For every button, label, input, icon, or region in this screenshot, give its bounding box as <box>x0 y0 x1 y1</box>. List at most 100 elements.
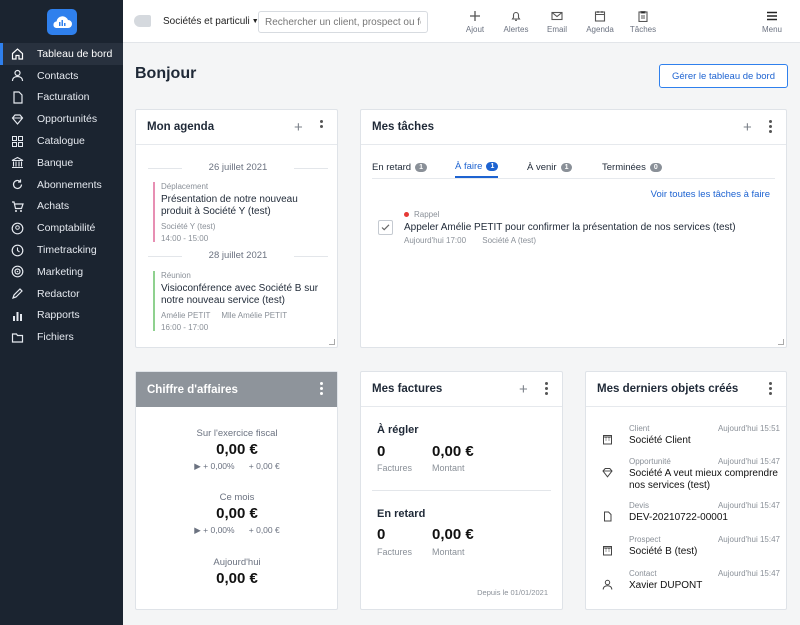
object-time: Aujourd'hui 15:47 <box>717 569 780 578</box>
tab-label: Terminées <box>602 162 646 173</box>
object-name: Société B (test) <box>629 546 698 557</box>
event-time: 16:00 - 17:00 <box>161 323 209 332</box>
sidebar-item-label: Abonnements <box>37 178 102 191</box>
sidebar-toggle[interactable] <box>134 15 151 27</box>
tab-label: À venir <box>527 162 557 173</box>
sidebar-item-opportunities[interactable]: Opportunités <box>0 108 123 130</box>
invoices-amount[interactable]: 0,00 € <box>432 526 474 543</box>
sidebar-item-label: Contacts <box>37 69 79 82</box>
sidebar-item-contacts[interactable]: Contacts <box>0 65 123 87</box>
sidebar-item-label: Opportunités <box>37 113 98 126</box>
revenue-title: Chiffre d'affaires <box>147 383 238 396</box>
event-time: 14:00 - 15:00 <box>161 234 209 243</box>
invoices-count[interactable]: 0 <box>377 443 386 460</box>
menu-button[interactable]: Menu <box>751 10 793 34</box>
add-event-icon[interactable]: + <box>294 119 303 136</box>
sidebar-item-accounting[interactable]: Comptabilité <box>0 217 123 239</box>
event-people: Amélie PETIT Mlle Amélie PETIT <box>161 311 288 320</box>
sidebar-item-label: Timetracking <box>37 244 97 257</box>
sidebar-item-reports[interactable]: Rapports <box>0 305 123 327</box>
search-input[interactable] <box>258 11 428 33</box>
clock-icon <box>10 243 24 257</box>
diamond-icon <box>10 112 24 126</box>
more-options-icon[interactable] <box>320 382 324 397</box>
agenda-label: Agenda <box>586 25 614 34</box>
agenda-event[interactable]: Réunion Visioconférence avec Société B s… <box>153 271 328 332</box>
alerts-button[interactable]: Alertes <box>495 10 537 34</box>
clipboard-icon <box>638 11 648 22</box>
object-name: Société A veut mieux comprendre nos serv… <box>629 468 778 491</box>
object-type: Opportunité <box>629 457 671 466</box>
more-options-icon[interactable] <box>769 382 773 397</box>
tasks-button[interactable]: Tâches <box>622 10 664 34</box>
folder-icon <box>10 330 24 344</box>
email-button[interactable]: Email <box>536 10 578 34</box>
recent-object-item[interactable]: Contact Aujourd'hui 15:47 Xavier DUPONT <box>598 569 780 597</box>
entity-filter-select[interactable]: Sociétés et particuli ▼ <box>163 16 259 27</box>
tab-todo[interactable]: À faire 1 <box>455 157 499 178</box>
recent-object-item[interactable]: Client Aujourd'hui 15:51 Société Client <box>598 424 780 452</box>
add-invoice-icon[interactable]: + <box>519 381 528 398</box>
object-time: Aujourd'hui 15:51 <box>717 424 780 433</box>
tasks-label: Tâches <box>629 25 657 34</box>
object-time: Aujourd'hui 15:47 <box>717 457 780 466</box>
sidebar-item-marketing[interactable]: Marketing <box>0 261 123 283</box>
plus-icon <box>470 11 480 21</box>
invoices-card-header: Mes factures + <box>361 372 562 407</box>
bar-chart-icon <box>10 308 24 322</box>
sidebar-item-redactor[interactable]: Redactor <box>0 283 123 305</box>
sidebar-item-subscriptions[interactable]: Abonnements <box>0 174 123 196</box>
agenda-event[interactable]: Déplacement Présentation de notre nouvea… <box>153 182 328 243</box>
sidebar-item-files[interactable]: Fichiers <box>0 326 123 348</box>
invoices-count[interactable]: 0 <box>377 526 386 543</box>
bell-icon <box>511 11 521 21</box>
sidebar-item-bank[interactable]: Banque <box>0 152 123 174</box>
task-due: Aujourd'hui 17:00 <box>404 236 467 245</box>
sidebar-item-dashboard[interactable]: Tableau de bord <box>0 43 123 65</box>
recent-object-item[interactable]: Opportunité Aujourd'hui 15:47 Société A … <box>598 457 780 497</box>
tab-overdue[interactable]: En retard 1 <box>372 157 427 178</box>
revenue-this-month: Ce mois 0,00 € ▶ + 0,00% + 0,00 € <box>136 492 338 536</box>
task-complete-checkbox[interactable] <box>378 220 393 235</box>
add-button[interactable]: Ajout <box>454 10 496 34</box>
agenda-date: 26 juillet 2021 <box>148 162 328 173</box>
add-task-icon[interactable]: + <box>743 119 752 136</box>
bank-icon <box>10 156 24 170</box>
object-name: Xavier DUPONT <box>629 580 703 591</box>
more-options-icon[interactable] <box>320 120 324 130</box>
agenda-button[interactable]: Agenda <box>579 10 621 34</box>
tab-upcoming[interactable]: À venir 1 <box>527 157 573 178</box>
manage-dashboard-button[interactable]: Gérer le tableau de bord <box>659 64 788 88</box>
sidebar-item-catalog[interactable]: Catalogue <box>0 130 123 152</box>
revenue-label: Ce mois <box>219 492 255 503</box>
tasks-card: Mes tâches + En retard 1 À faire 1 À venir… <box>360 109 787 348</box>
more-options-icon[interactable] <box>545 382 549 397</box>
tab-label: En retard <box>372 162 412 173</box>
resize-handle[interactable] <box>778 339 784 345</box>
revenue-value: 0,00 € <box>216 505 258 522</box>
invoices-amount[interactable]: 0,00 € <box>432 443 474 460</box>
sidebar-item-timetracking[interactable]: Timetracking <box>0 239 123 261</box>
logo[interactable] <box>0 0 123 43</box>
more-options-icon[interactable] <box>769 120 773 135</box>
revenue-trend: ▶ + 0,00% + 0,00 € <box>194 525 280 535</box>
recent-objects-title: Mes derniers objets créés <box>597 383 739 395</box>
object-name: DEV-20210722-00001 <box>629 512 728 523</box>
recent-object-item[interactable]: Devis Aujourd'hui 15:47 DEV-20210722-000… <box>598 501 780 529</box>
revenue-card: Chiffre d'affaires Sur l'exercice fiscal… <box>135 371 338 610</box>
resize-handle[interactable] <box>329 339 335 345</box>
view-all-tasks-link[interactable]: Voir toutes les tâches à faire <box>650 189 770 200</box>
task-meta: Aujourd'hui 17:00 Société A (test) <box>404 236 536 245</box>
tab-completed[interactable]: Terminées 0 <box>602 157 662 178</box>
sidebar-item-label: Facturation <box>37 91 90 104</box>
sidebar-item-billing[interactable]: Facturation <box>0 87 123 109</box>
recent-object-item[interactable]: Prospect Aujourd'hui 15:47 Société B (te… <box>598 535 780 563</box>
task-title[interactable]: Appeler Amélie PETIT pour confirmer la p… <box>404 222 736 233</box>
caret-down-icon: ▼ <box>251 18 259 25</box>
revenue-value: 0,00 € <box>216 570 258 587</box>
sidebar-item-label: Redactor <box>37 287 80 300</box>
sidebar-item-purchases[interactable]: Achats <box>0 196 123 218</box>
tab-count-badge: 1 <box>486 162 499 171</box>
agenda-card: Mon agenda + 26 juillet 2021 Déplacement… <box>135 109 338 348</box>
building-icon <box>602 545 613 556</box>
